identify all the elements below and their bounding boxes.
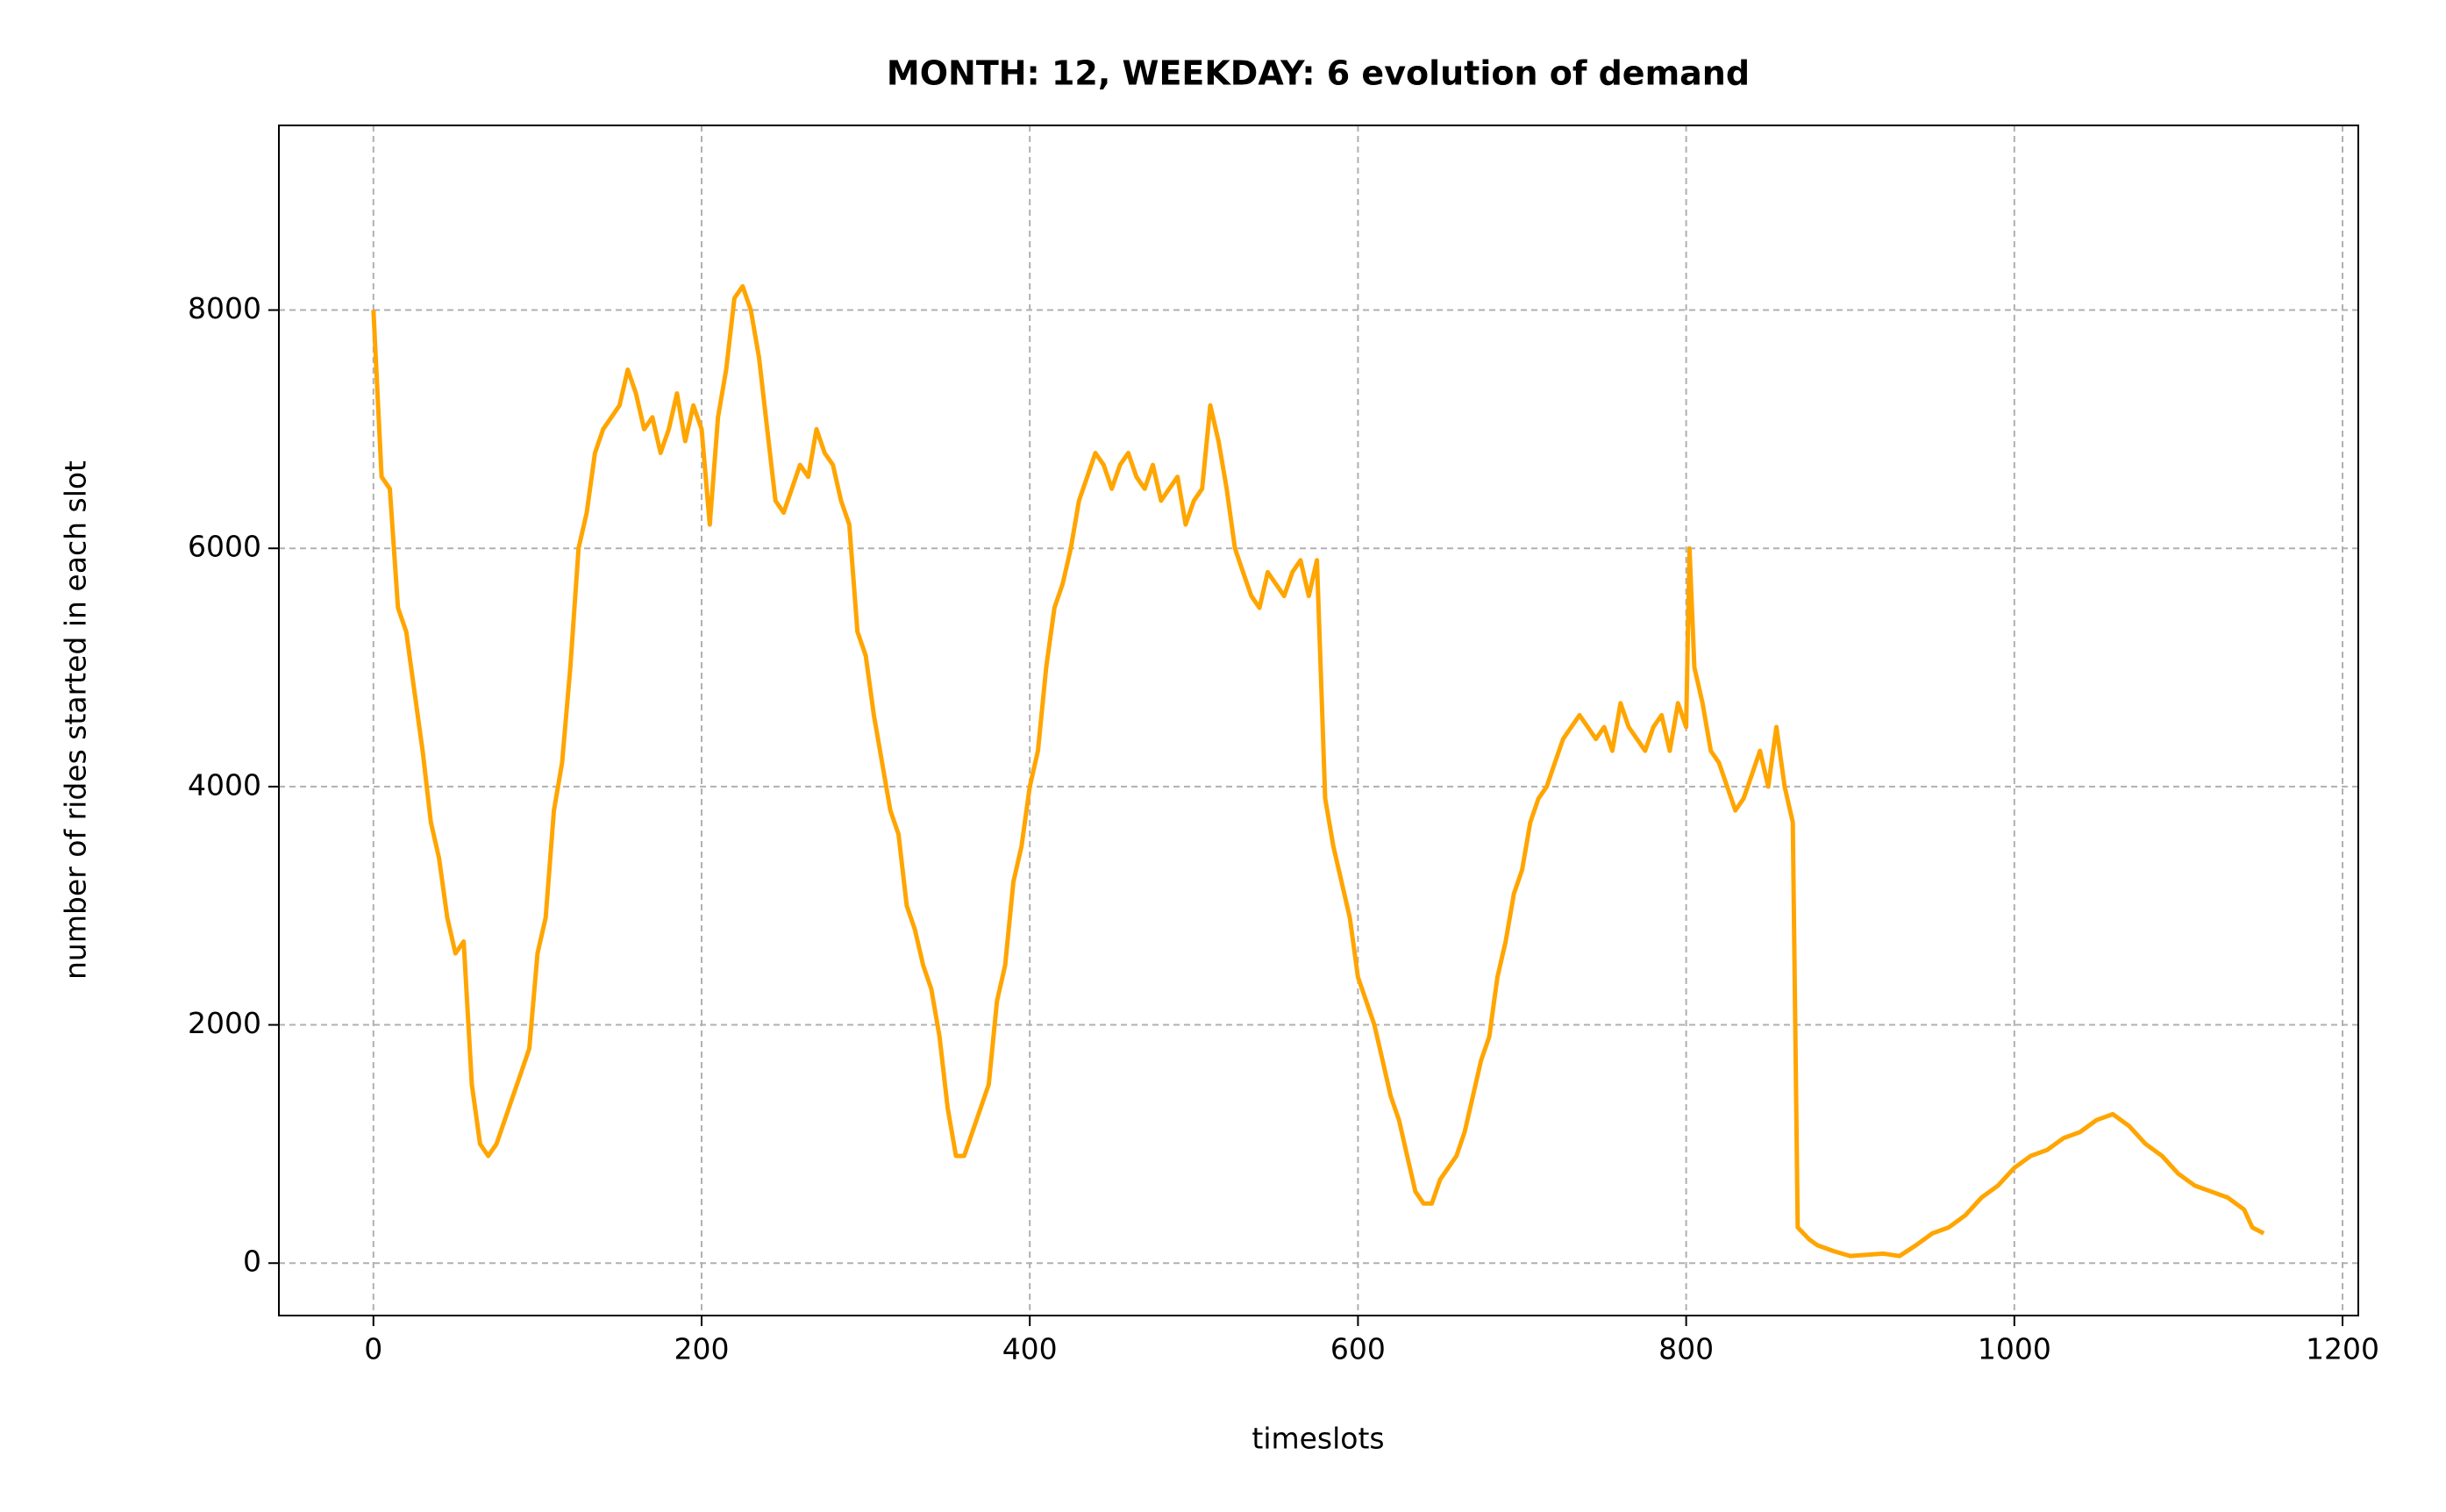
data-line (371, 283, 2265, 1259)
x-tick-label: 400 (1002, 1332, 1058, 1366)
x-tick-label: 600 (1330, 1332, 1386, 1366)
x-tick-label: 1200 (2306, 1332, 2379, 1366)
x-tick-label: 800 (1658, 1332, 1714, 1366)
chart-title: MONTH: 12, WEEKDAY: 6 evolution of deman… (887, 54, 1750, 93)
y-axis-label: number of rides started in each slot (59, 460, 93, 980)
x-tick-label: 1000 (1978, 1332, 2051, 1366)
plot-frame (278, 125, 2359, 1316)
x-axis-label: timeslots (1252, 1422, 1384, 1456)
x-tick-label: 0 (364, 1332, 382, 1366)
y-tick-label: 6000 (188, 530, 261, 564)
y-tick-label: 8000 (188, 291, 261, 325)
y-tick-label: 0 (243, 1245, 261, 1279)
x-tick-label: 200 (674, 1332, 729, 1366)
y-tick-label: 2000 (188, 1006, 261, 1040)
y-tick-label: 4000 (188, 767, 261, 802)
